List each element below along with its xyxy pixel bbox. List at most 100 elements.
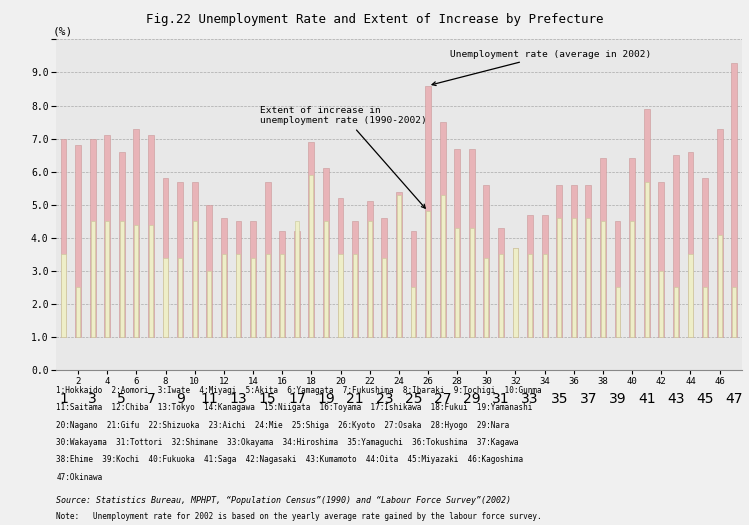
Bar: [542, 215, 548, 337]
Bar: [75, 145, 81, 337]
Bar: [235, 222, 241, 337]
Text: 47:Okinawa: 47:Okinawa: [56, 472, 103, 481]
Bar: [615, 222, 620, 337]
Bar: [353, 255, 357, 337]
Bar: [178, 182, 183, 337]
Bar: [601, 222, 605, 337]
Bar: [600, 159, 606, 337]
Bar: [309, 175, 313, 337]
Bar: [397, 195, 401, 337]
Bar: [644, 109, 649, 337]
Bar: [309, 142, 315, 337]
Text: 20:Nagano  21:Gifu  22:Shizuoka  23:Aichi  24:Mie  25:Shiga  26:Kyoto  27:Osaka : 20:Nagano 21:Gifu 22:Shizuoka 23:Aichi 2…: [56, 421, 509, 429]
Text: Source: Statistics Bureau, MPHPT, “Population Census”(1990) and “Labour Force Su: Source: Statistics Bureau, MPHPT, “Popul…: [56, 496, 511, 505]
Bar: [192, 182, 198, 337]
Bar: [90, 139, 96, 337]
Bar: [251, 258, 255, 337]
Bar: [133, 129, 139, 337]
Bar: [149, 225, 153, 337]
Text: (%): (%): [52, 26, 73, 36]
Bar: [280, 255, 284, 337]
Bar: [237, 255, 240, 337]
Text: 30:Wakayama  31:Tottori  32:Shimane  33:Okayama  34:Hiroshima  35:Yamaguchi  36:: 30:Wakayama 31:Tottori 32:Shimane 33:Oka…: [56, 438, 518, 447]
Bar: [440, 122, 446, 337]
Bar: [324, 222, 328, 337]
Bar: [629, 159, 635, 337]
Bar: [528, 255, 532, 337]
Bar: [294, 222, 299, 337]
Bar: [148, 135, 154, 337]
Bar: [339, 255, 342, 337]
Bar: [514, 248, 518, 337]
Text: Extent of increase in
unemployment rate (1990-2002): Extent of increase in unemployment rate …: [261, 106, 427, 208]
Bar: [266, 255, 270, 337]
Bar: [426, 212, 430, 337]
Bar: [673, 155, 679, 337]
Bar: [645, 182, 649, 337]
Bar: [352, 222, 358, 337]
Bar: [717, 129, 723, 337]
Bar: [222, 255, 226, 337]
Bar: [455, 228, 459, 337]
Bar: [718, 235, 722, 337]
Bar: [483, 185, 489, 337]
Bar: [396, 192, 401, 337]
Bar: [571, 218, 576, 337]
Bar: [134, 225, 139, 337]
Bar: [382, 258, 386, 337]
Bar: [557, 218, 561, 337]
Bar: [119, 152, 124, 337]
Text: 1:Hokkaido  2:Aomori  3:Iwate  4:Miyagi  5:Akita  6:Yamagata  7:Fukushima  8:Iba: 1:Hokkaido 2:Aomori 3:Iwate 4:Miyagi 5:A…: [56, 386, 542, 395]
Bar: [498, 228, 504, 337]
Bar: [61, 255, 65, 337]
Bar: [499, 255, 503, 337]
Bar: [338, 198, 344, 337]
Bar: [440, 195, 445, 337]
Text: 11:Saitama  12:Chiba  13:Tokyo  14:Kanagawa  15:Niigata  16:Toyama  17:Ishikawa : 11:Saitama 12:Chiba 13:Tokyo 14:Kanagawa…: [56, 403, 533, 412]
Bar: [542, 255, 547, 337]
Bar: [368, 222, 372, 337]
Bar: [163, 258, 168, 337]
Text: Fig.22 Unemployment Rate and Extent of Increase by Prefecture: Fig.22 Unemployment Rate and Extent of I…: [146, 13, 603, 26]
Bar: [731, 62, 737, 337]
Bar: [221, 218, 227, 337]
Bar: [469, 149, 475, 337]
Bar: [733, 288, 736, 337]
Bar: [630, 222, 634, 337]
Bar: [702, 178, 708, 337]
Bar: [616, 288, 619, 337]
Bar: [688, 152, 694, 337]
Bar: [120, 222, 124, 337]
Bar: [105, 222, 109, 337]
Bar: [192, 222, 197, 337]
Bar: [512, 248, 518, 337]
Bar: [586, 218, 590, 337]
Bar: [703, 288, 707, 337]
Bar: [207, 205, 212, 337]
Bar: [470, 228, 474, 337]
Bar: [381, 218, 387, 337]
Bar: [264, 182, 270, 337]
Bar: [688, 255, 693, 337]
Bar: [294, 231, 300, 337]
Bar: [250, 222, 256, 337]
Text: Unemployment rate (average in 2002): Unemployment rate (average in 2002): [432, 50, 651, 86]
Bar: [279, 231, 285, 337]
Text: 38:Ehime  39:Kochi  40:Fukuoka  41:Saga  42:Nagasaki  43:Kumamoto  44:Oita  45:M: 38:Ehime 39:Kochi 40:Fukuoka 41:Saga 42:…: [56, 455, 524, 464]
Bar: [91, 222, 94, 337]
Bar: [178, 258, 182, 337]
Bar: [76, 288, 80, 337]
Bar: [674, 288, 678, 337]
Bar: [61, 139, 67, 337]
Bar: [410, 231, 416, 337]
Bar: [485, 258, 488, 337]
Bar: [454, 149, 460, 337]
Bar: [658, 182, 664, 337]
Text: Note:   Unemployment rate for 2002 is based on the yearly average rate gained by: Note: Unemployment rate for 2002 is base…: [56, 512, 542, 521]
Bar: [425, 86, 431, 337]
Bar: [571, 185, 577, 337]
Bar: [659, 271, 664, 337]
Bar: [163, 178, 169, 337]
Bar: [527, 215, 533, 337]
Bar: [367, 202, 372, 337]
